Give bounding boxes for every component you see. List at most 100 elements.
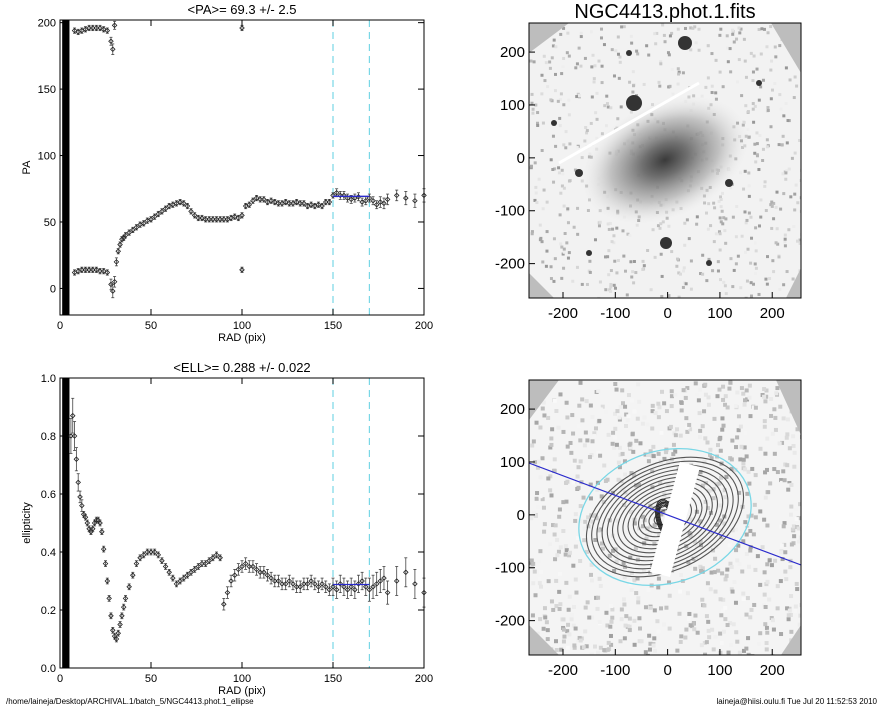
noise-pixel — [732, 268, 736, 272]
noise-pixel — [565, 629, 570, 634]
noise-pixel — [706, 521, 711, 526]
noise-pixel — [773, 427, 778, 432]
noise-pixel — [762, 592, 767, 597]
data-point — [330, 584, 336, 590]
noise-pixel — [723, 577, 728, 582]
noise-pixel — [760, 545, 765, 550]
data-point — [104, 269, 111, 276]
noise-pixel — [785, 169, 789, 173]
noise-pixel — [598, 407, 603, 412]
noise-pixel — [564, 548, 569, 553]
noise-pixel — [529, 558, 534, 563]
data-point — [304, 581, 311, 587]
noise-pixel — [577, 635, 582, 640]
noise-pixel — [770, 88, 774, 92]
noise-pixel — [632, 521, 637, 526]
noise-pixel — [721, 629, 726, 634]
noise-pixel — [536, 559, 541, 564]
noise-pixel — [706, 227, 710, 231]
noise-pixel — [580, 397, 585, 402]
noise-pixel — [644, 536, 649, 541]
noise-pixel — [531, 439, 536, 444]
noise-pixel — [747, 395, 752, 400]
galaxy-image-contours: -200 -100 0 100 200 200 100 0 -100 -200 — [495, 379, 802, 679]
noise-pixel — [570, 612, 575, 617]
data-point — [79, 502, 85, 509]
noise-pixel — [720, 416, 725, 421]
noise-pixel — [632, 281, 636, 285]
data-point — [217, 555, 223, 561]
noise-pixel — [673, 449, 678, 454]
noise-pixel — [671, 442, 676, 447]
y-tick-label: 0.0 — [41, 663, 56, 675]
noise-pixel — [646, 459, 651, 464]
noise-pixel — [747, 211, 751, 215]
noise-pixel — [609, 269, 613, 273]
noise-pixel — [542, 188, 546, 192]
data-point — [319, 581, 325, 587]
noise-pixel — [711, 647, 716, 652]
noise-pixel — [706, 76, 710, 80]
noise-pixel — [774, 55, 778, 59]
data-point — [308, 578, 314, 584]
data-point — [69, 412, 76, 419]
data-point — [117, 621, 123, 628]
y-tick-label: 0 — [50, 283, 56, 295]
noise-pixel — [613, 435, 618, 440]
noise-pixel — [620, 388, 625, 393]
data-point — [412, 581, 418, 587]
noise-pixel — [741, 457, 746, 462]
noise-pixel — [687, 611, 692, 616]
noise-pixel — [775, 606, 780, 611]
noise-pixel — [787, 480, 792, 485]
noise-pixel — [742, 402, 747, 407]
noise-pixel — [615, 518, 620, 523]
noise-pixel — [554, 144, 558, 148]
noise-pixel — [748, 615, 753, 620]
noise-pixel — [585, 282, 589, 286]
noise-pixel — [542, 54, 546, 58]
data-point — [177, 199, 183, 205]
noise-pixel — [734, 445, 739, 450]
noise-pixel — [632, 578, 637, 583]
noise-pixel — [549, 98, 553, 102]
noise-pixel — [662, 33, 666, 37]
noise-pixel — [657, 80, 661, 84]
noise-pixel — [561, 429, 566, 434]
noise-pixel — [688, 427, 693, 432]
noise-pixel — [694, 544, 699, 549]
noise-pixel — [775, 470, 780, 475]
noise-pixel — [693, 566, 698, 571]
noise-pixel — [530, 443, 535, 448]
noise-pixel — [759, 198, 763, 202]
noise-pixel — [569, 617, 574, 622]
noise-pixel — [736, 80, 740, 84]
noise-pixel — [596, 528, 601, 533]
noise-pixel — [638, 626, 643, 631]
noise-pixel — [773, 81, 777, 85]
x-tick-label: 200 — [760, 305, 785, 322]
noise-pixel — [718, 631, 723, 636]
star — [626, 50, 632, 56]
noise-pixel — [589, 453, 594, 458]
noise-pixel — [703, 652, 708, 655]
data-point — [188, 208, 194, 215]
noise-pixel — [714, 58, 718, 62]
y-tick-label: 150 — [38, 84, 56, 96]
noise-pixel — [561, 65, 565, 69]
noise-pixel — [608, 624, 613, 629]
data-point — [104, 27, 111, 34]
noise-pixel — [622, 25, 626, 29]
data-point — [359, 199, 365, 205]
noise-pixel — [550, 56, 554, 60]
noise-pixel — [772, 270, 776, 274]
noise-pixel — [798, 241, 801, 245]
noise-pixel — [593, 426, 598, 431]
data-point — [268, 197, 274, 204]
data-point — [253, 566, 260, 573]
data-point — [315, 201, 322, 208]
noise-pixel — [697, 27, 701, 31]
data-point — [344, 586, 351, 593]
noise-pixel — [572, 643, 577, 648]
center-band — [62, 20, 70, 315]
